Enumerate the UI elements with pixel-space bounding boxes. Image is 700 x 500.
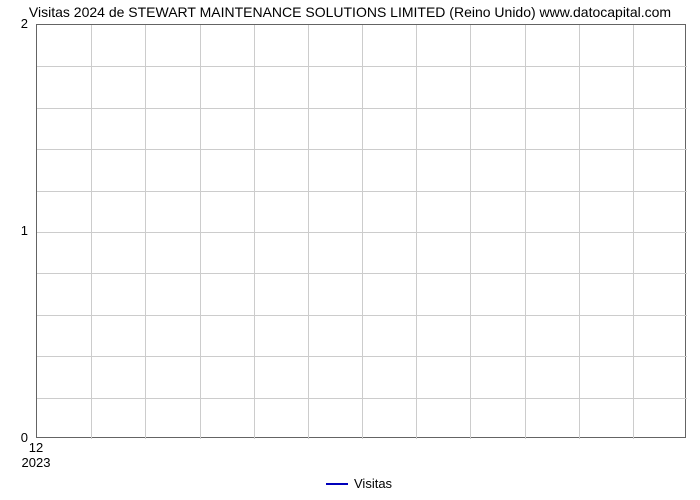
grid-hline	[37, 149, 687, 150]
chart-title: Visitas 2024 de STEWART MAINTENANCE SOLU…	[0, 4, 700, 20]
x-axis-year-label: 2023	[11, 455, 61, 470]
y-tick-label: 1	[0, 223, 28, 238]
grid-hline	[37, 108, 687, 109]
legend-line-icon	[326, 483, 348, 485]
legend-label: Visitas	[354, 476, 392, 491]
grid-hline	[37, 232, 687, 233]
legend: Visitas	[326, 476, 392, 491]
x-axis-month-label: 12	[21, 440, 51, 455]
plot-area	[36, 24, 686, 438]
grid-hline	[37, 191, 687, 192]
grid-hline	[37, 315, 687, 316]
y-tick-label: 2	[0, 16, 28, 31]
grid-hline	[37, 356, 687, 357]
chart-container: Visitas 2024 de STEWART MAINTENANCE SOLU…	[0, 0, 700, 500]
grid-hline	[37, 398, 687, 399]
grid-hline	[37, 66, 687, 67]
grid-hline	[37, 273, 687, 274]
